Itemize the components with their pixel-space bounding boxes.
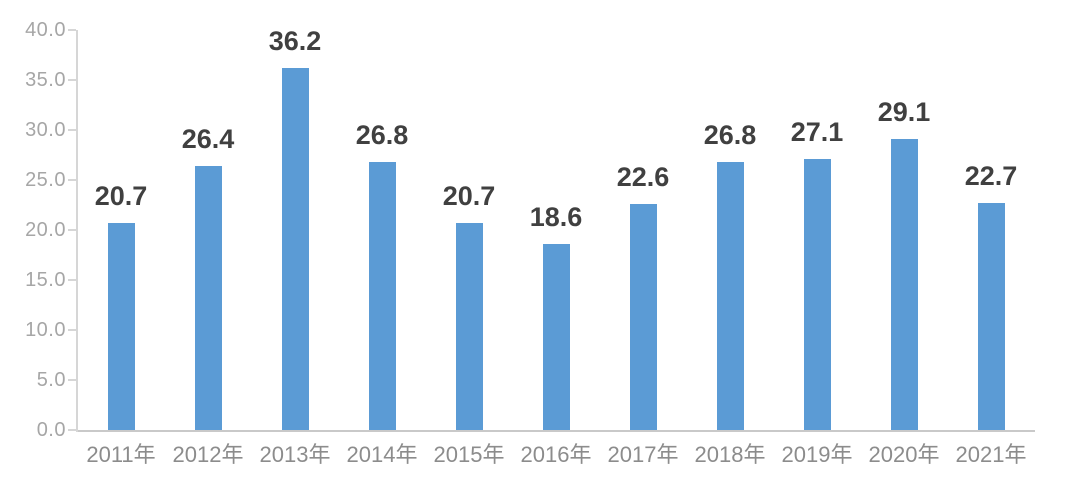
bar-value-label: 29.1 bbox=[877, 97, 931, 127]
bar-value-label: 26.8 bbox=[703, 120, 757, 150]
x-tick-label: 2019年 bbox=[781, 442, 853, 467]
bar-value-label: 36.2 bbox=[268, 26, 322, 56]
bar-value-label: 20.7 bbox=[94, 181, 148, 211]
bar-value-label: 26.8 bbox=[355, 120, 409, 150]
y-tick-label: 30.0 bbox=[25, 119, 66, 141]
bar-value-label: 22.7 bbox=[964, 161, 1018, 191]
bar bbox=[368, 162, 396, 430]
bar bbox=[281, 68, 309, 430]
bar bbox=[977, 203, 1005, 430]
y-tick-label: 35.0 bbox=[25, 69, 66, 91]
bar bbox=[542, 244, 570, 430]
y-tick-label: 25.0 bbox=[25, 169, 66, 191]
y-axis-tick bbox=[68, 429, 76, 431]
y-tick-label: 15.0 bbox=[25, 269, 66, 291]
y-tick-label: 40.0 bbox=[25, 19, 66, 41]
x-tick-label: 2015年 bbox=[433, 442, 505, 467]
x-tick-label: 2020年 bbox=[868, 442, 940, 467]
bar bbox=[629, 204, 657, 430]
y-tick-label: 5.0 bbox=[36, 369, 66, 391]
bar-value-label: 26.4 bbox=[181, 124, 235, 154]
y-axis-tick bbox=[68, 179, 76, 181]
y-tick-label: 20.0 bbox=[25, 219, 66, 241]
bar bbox=[716, 162, 744, 430]
y-tick-label: 0.0 bbox=[36, 419, 66, 441]
y-axis-tick bbox=[68, 279, 76, 281]
bar bbox=[455, 223, 483, 430]
x-tick-label: 2013年 bbox=[259, 442, 331, 467]
bar bbox=[803, 159, 831, 430]
y-axis-line bbox=[76, 30, 78, 432]
y-axis-tick bbox=[68, 79, 76, 81]
x-tick-label: 2014年 bbox=[346, 442, 418, 467]
bar-value-label: 20.7 bbox=[442, 181, 496, 211]
bar-value-label: 27.1 bbox=[790, 117, 844, 147]
y-tick-label: 10.0 bbox=[25, 319, 66, 341]
bar bbox=[107, 223, 135, 430]
x-tick-label: 2011年 bbox=[86, 442, 156, 467]
x-axis-line bbox=[78, 430, 1035, 432]
bar-value-label: 18.6 bbox=[529, 202, 583, 232]
y-axis-tick bbox=[68, 229, 76, 231]
y-axis-tick bbox=[68, 379, 76, 381]
bar-value-label: 22.6 bbox=[616, 162, 670, 192]
x-tick-label: 2021年 bbox=[955, 442, 1027, 467]
x-tick-label: 2017年 bbox=[607, 442, 679, 467]
bar bbox=[194, 166, 222, 430]
x-tick-label: 2012年 bbox=[172, 442, 244, 467]
y-axis-tick bbox=[68, 29, 76, 31]
x-tick-label: 2016年 bbox=[520, 442, 592, 467]
y-axis-tick bbox=[68, 329, 76, 331]
y-axis-tick bbox=[68, 129, 76, 131]
bar bbox=[890, 139, 918, 430]
x-tick-label: 2018年 bbox=[694, 442, 766, 467]
